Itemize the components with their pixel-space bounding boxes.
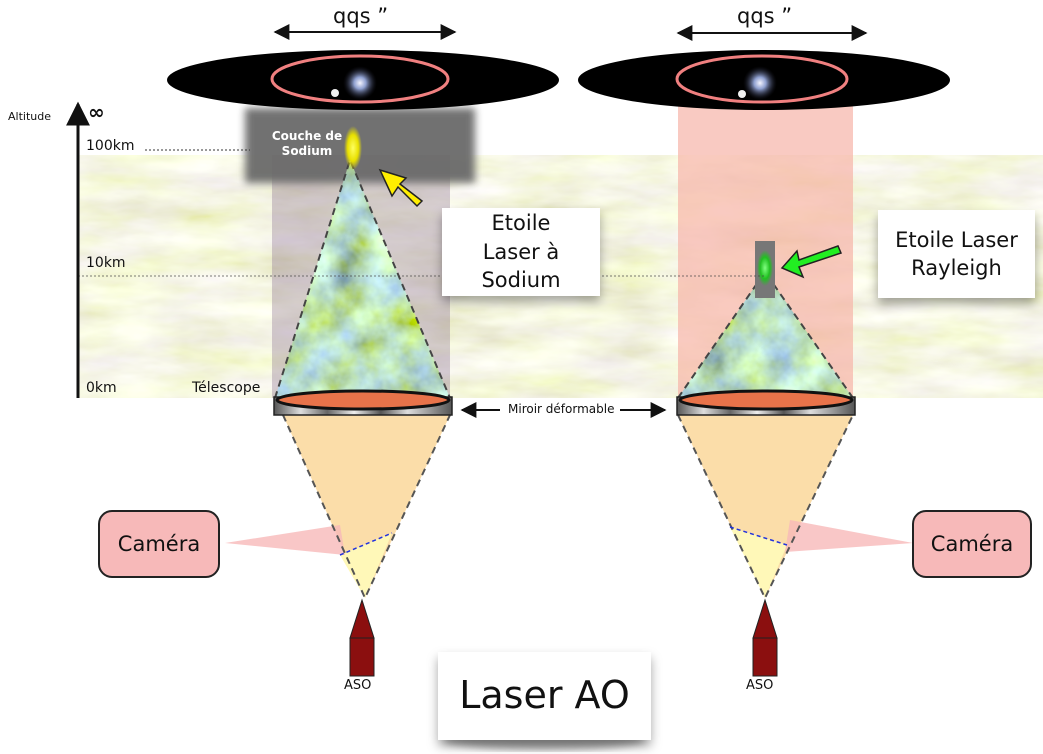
galaxy-icon <box>743 66 777 100</box>
altitude-100km: 100km <box>86 138 135 154</box>
beamsplitter-left <box>339 532 393 556</box>
telescope-left <box>273 389 453 416</box>
focus-cone-right <box>730 527 787 598</box>
galaxy-icon <box>343 66 377 100</box>
diagram-title: Laser AO <box>438 652 651 740</box>
camera-right: Caméra <box>912 510 1032 578</box>
sodium-star-label: Etoile Laser à Sodium <box>442 208 600 296</box>
wfs-right-label: ASO <box>746 678 774 693</box>
sodium-arrow <box>378 168 424 208</box>
altitude-title: Altitude <box>8 110 51 123</box>
wfs-left-label: ASO <box>344 678 372 693</box>
telescope-right <box>676 389 856 416</box>
sodium-laser-star <box>344 126 362 170</box>
mirror-label: Miroir déformable <box>508 402 615 416</box>
sky-field-left <box>167 50 559 110</box>
rayleigh-laser-star <box>757 250 773 286</box>
wfs-right <box>752 598 778 677</box>
altitude-10km: 10km <box>86 255 126 271</box>
beam-edge-left <box>282 414 451 601</box>
beam-edge-right <box>677 414 854 601</box>
focus-cone-left <box>340 533 392 598</box>
sky-field-right <box>578 50 950 110</box>
beam-cone-left <box>283 415 450 598</box>
camera-beam-right <box>785 520 913 552</box>
rayleigh-star-label: Etoile Laser Rayleigh <box>878 210 1035 298</box>
beam-cone-right <box>678 415 853 598</box>
beamsplitter-right <box>729 526 788 546</box>
camera-beam-left <box>225 525 345 555</box>
wfs-left <box>349 598 375 677</box>
telescope-label: Télescope <box>192 380 261 396</box>
altitude-0km: 0km <box>86 380 117 396</box>
field-label-right: qqs ” <box>737 4 793 28</box>
cone-edge-left <box>274 157 451 399</box>
sodium-layer-label: Couche de Sodium <box>271 129 343 158</box>
rayleigh-arrow <box>780 245 843 279</box>
cone-edge-right <box>677 270 854 399</box>
infinity-symbol: ∞ <box>88 100 105 124</box>
camera-left: Caméra <box>98 510 220 578</box>
field-label-left: qqs ” <box>333 4 389 28</box>
